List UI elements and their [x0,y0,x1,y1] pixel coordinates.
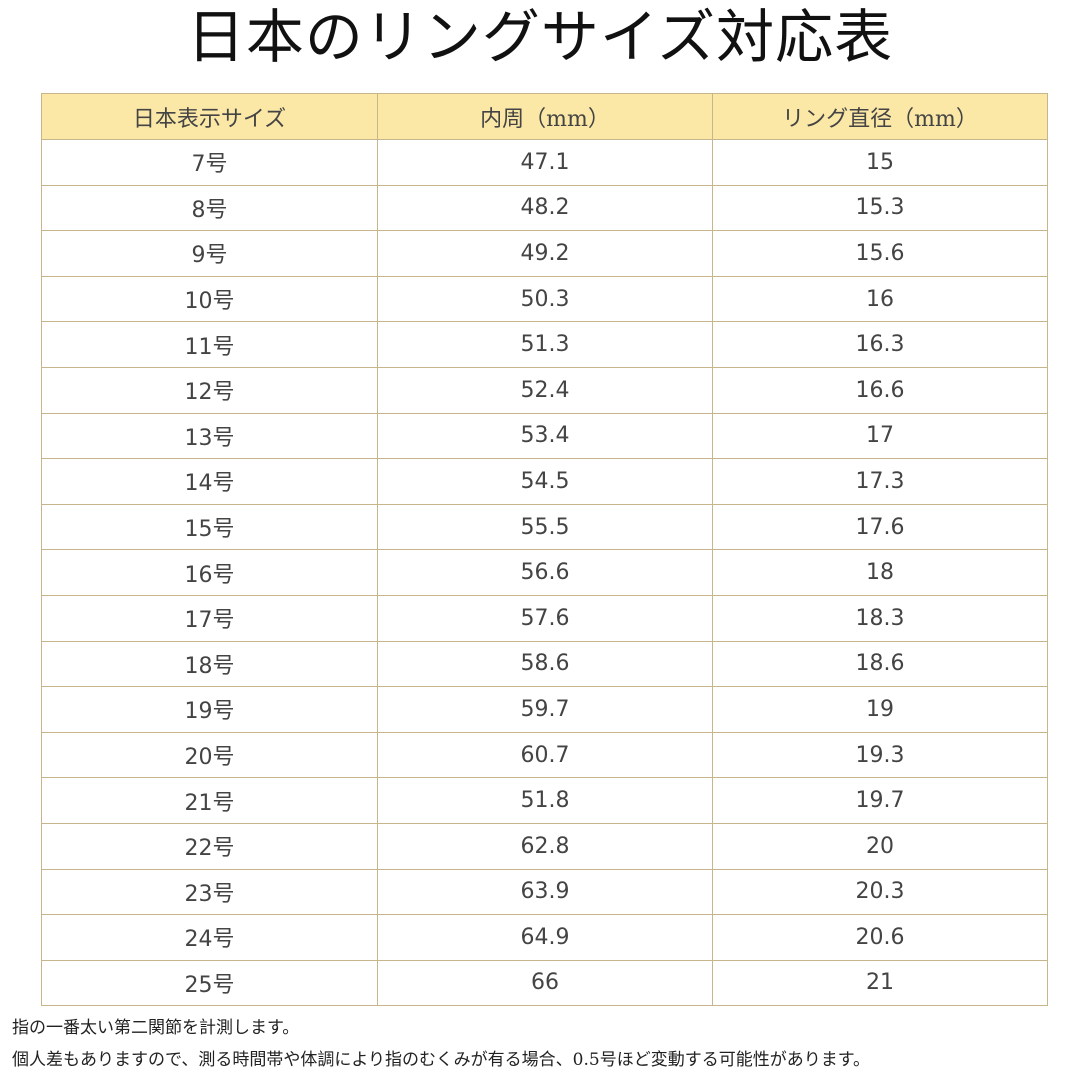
cell-inner-circumference: 63.9 [377,868,713,916]
cell-ring-diameter: 15.6 [712,230,1048,277]
cell-inner-circumference: 64.9 [377,914,713,961]
cell-japan-size: 12号 [41,366,378,414]
cell-japan-size: 20号 [41,731,378,779]
cell-inner-circumference: 60.7 [377,731,713,779]
page-title: 日本のリングサイズ対応表 [186,3,894,71]
cell-inner-circumference: 58.6 [377,640,713,688]
table-row: 22号 62.8 20 [41,822,1048,870]
cell-inner-circumference: 51.3 [377,321,713,368]
column-header-inner-circumference: 内周（mm） [377,93,713,140]
column-header-ring-diameter: リング直径（mm） [712,93,1048,140]
cell-inner-circumference: 62.8 [377,822,713,870]
cell-japan-size: 21号 [41,777,378,824]
cell-ring-diameter: 18 [712,549,1048,596]
table-row: 18号 58.6 18.6 [41,640,1048,688]
cell-inner-circumference: 53.4 [377,412,713,460]
cell-ring-diameter: 15 [712,139,1048,186]
cell-japan-size: 16号 [41,549,378,596]
cell-ring-diameter: 20.6 [712,914,1048,961]
cell-inner-circumference: 49.2 [377,230,713,277]
cell-japan-size: 14号 [41,458,378,505]
cell-japan-size: 22号 [41,822,378,870]
cell-ring-diameter: 19.3 [712,731,1048,779]
table-header: 日本表示サイズ 内周（mm） リング直径（mm） [41,93,1048,140]
cell-japan-size: 11号 [41,321,378,368]
cell-ring-diameter: 18.6 [712,640,1048,688]
cell-inner-circumference: 55.5 [377,503,713,551]
cell-japan-size: 23号 [41,868,378,916]
table-row: 24号 64.9 20.6 [41,914,1048,961]
cell-ring-diameter: 20 [712,822,1048,870]
note-individual-variation: 個人差もありますので、測る時間帯や体調により指のむくみが有る場合、0.5号ほど変… [12,1050,870,1070]
cell-ring-diameter: 16 [712,275,1048,323]
cell-inner-circumference: 51.8 [377,777,713,824]
cell-japan-size: 13号 [41,412,378,460]
cell-japan-size: 17号 [41,594,378,642]
cell-ring-diameter: 17.6 [712,503,1048,551]
cell-inner-circumference: 59.7 [377,686,713,733]
cell-ring-diameter: 16.6 [712,366,1048,414]
table-row: 23号 63.9 20.3 [41,868,1048,916]
cell-ring-diameter: 15.3 [712,184,1048,232]
note-measure-joint: 指の一番太い第二関節を計測します。 [12,1018,300,1038]
cell-ring-diameter: 17 [712,412,1048,460]
table-row: 13号 53.4 17 [41,412,1048,460]
table-row: 14号 54.5 17.3 [41,458,1048,505]
cell-inner-circumference: 52.4 [377,366,713,414]
cell-inner-circumference: 54.5 [377,458,713,505]
table-row: 10号 50.3 16 [41,275,1048,323]
cell-inner-circumference: 50.3 [377,275,713,323]
table-row: 25号 66 21 [41,959,1048,1007]
cell-ring-diameter: 19.7 [712,777,1048,824]
table-row: 12号 52.4 16.6 [41,366,1048,414]
table-row: 21号 51.8 19.7 [41,777,1048,824]
table-row: 9号 49.2 15.6 [41,230,1048,277]
notes: 指の一番太い第二関節を計測します。 個人差もありますので、測る時間帯や体調により… [12,1012,1078,1076]
ring-size-table: 日本表示サイズ 内周（mm） リング直径（mm） 7号 47.1 15 8号 48.2 1… [41,93,1048,1007]
cell-inner-circumference: 47.1 [377,139,713,186]
table-row: 19号 59.7 19 [41,686,1048,733]
table-row: 7号 47.1 15 [41,139,1048,186]
header-row: 日本表示サイズ 内周（mm） リング直径（mm） [41,93,1048,140]
cell-ring-diameter: 21 [712,959,1048,1007]
table-row: 17号 57.6 18.3 [41,594,1048,642]
cell-ring-diameter: 16.3 [712,321,1048,368]
cell-japan-size: 8号 [41,184,378,232]
cell-japan-size: 24号 [41,914,378,961]
table-row: 20号 60.7 19.3 [41,731,1048,779]
cell-inner-circumference: 48.2 [377,184,713,232]
cell-japan-size: 18号 [41,640,378,688]
cell-japan-size: 9号 [41,230,378,277]
table-row: 11号 51.3 16.3 [41,321,1048,368]
cell-japan-size: 7号 [41,139,378,186]
cell-japan-size: 15号 [41,503,378,551]
table-row: 16号 56.6 18 [41,549,1048,596]
cell-inner-circumference: 56.6 [377,549,713,596]
cell-inner-circumference: 57.6 [377,594,713,642]
cell-japan-size: 10号 [41,275,378,323]
cell-inner-circumference: 66 [377,959,713,1007]
cell-ring-diameter: 20.3 [712,868,1048,916]
table-body: 7号 47.1 15 8号 48.2 15.3 9号 49.2 15.6 10号 50.3 16 11号… [41,139,1048,1007]
table-row: 8号 48.2 15.3 [41,184,1048,232]
cell-ring-diameter: 18.3 [712,594,1048,642]
cell-ring-diameter: 17.3 [712,458,1048,505]
cell-japan-size: 25号 [41,959,378,1007]
cell-japan-size: 19号 [41,686,378,733]
table-row: 15号 55.5 17.6 [41,503,1048,551]
cell-ring-diameter: 19 [712,686,1048,733]
column-header-japan-size: 日本表示サイズ [41,93,378,140]
